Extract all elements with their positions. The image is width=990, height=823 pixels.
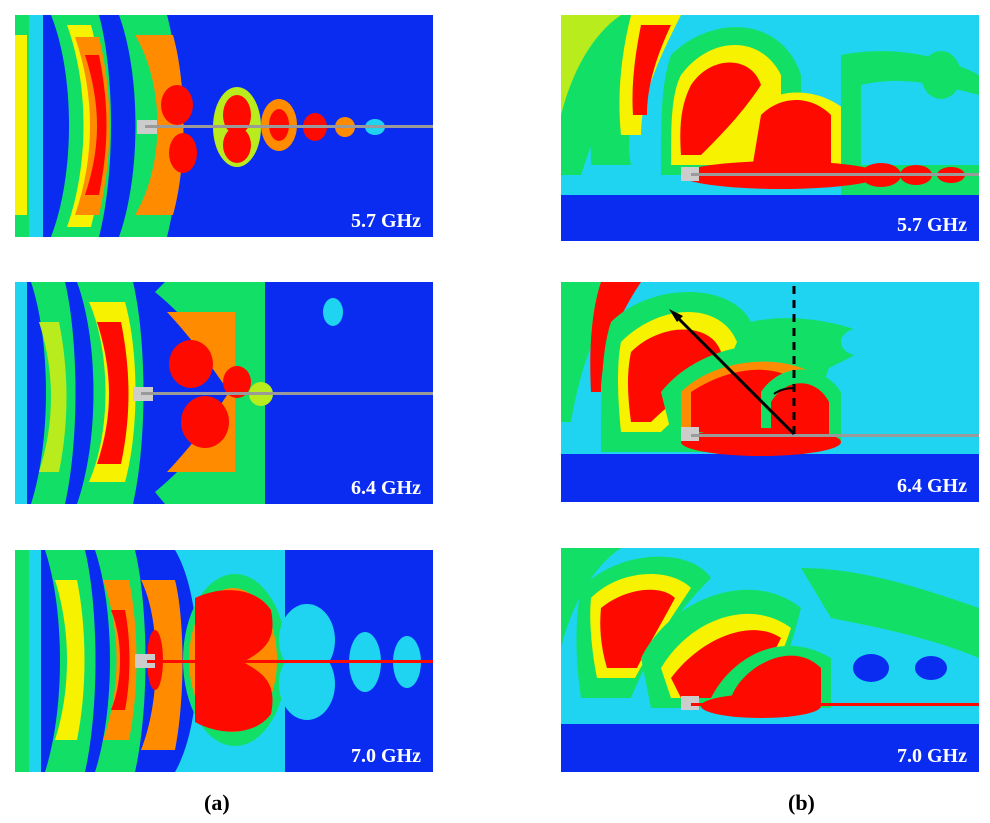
field-map-b-7-0ghz-plot (561, 548, 979, 772)
frequency-label: 7.0 GHz (351, 745, 421, 767)
field-map-a-7-0ghz-plot (15, 550, 433, 772)
field-map-b-6-4ghz: 6.4 GHz (561, 282, 979, 502)
frequency-label: 6.4 GHz (897, 475, 967, 497)
field-map-a-7-0ghz: 7.0 GHz (15, 550, 433, 772)
field-map-b-5-7ghz-plot (561, 15, 979, 241)
caption-a: (a) (204, 790, 230, 815)
field-map-b-7-0ghz: 7.0 GHz (561, 548, 979, 772)
field-map-a-6-4ghz-plot (15, 282, 433, 504)
caption-b: (b) (788, 790, 815, 815)
frequency-label: 5.7 GHz (351, 210, 421, 232)
frequency-label: 7.0 GHz (897, 745, 967, 767)
field-map-b-6-4ghz-plot (561, 282, 979, 502)
frequency-label: 5.7 GHz (897, 214, 967, 236)
field-map-b-5-7ghz: 5.7 GHz (561, 15, 979, 241)
field-map-a-5-7ghz: 5.7 GHz (15, 15, 433, 237)
field-map-a-6-4ghz: 6.4 GHz (15, 282, 433, 504)
frequency-label: 6.4 GHz (351, 477, 421, 499)
field-map-a-5-7ghz-plot (15, 15, 433, 237)
